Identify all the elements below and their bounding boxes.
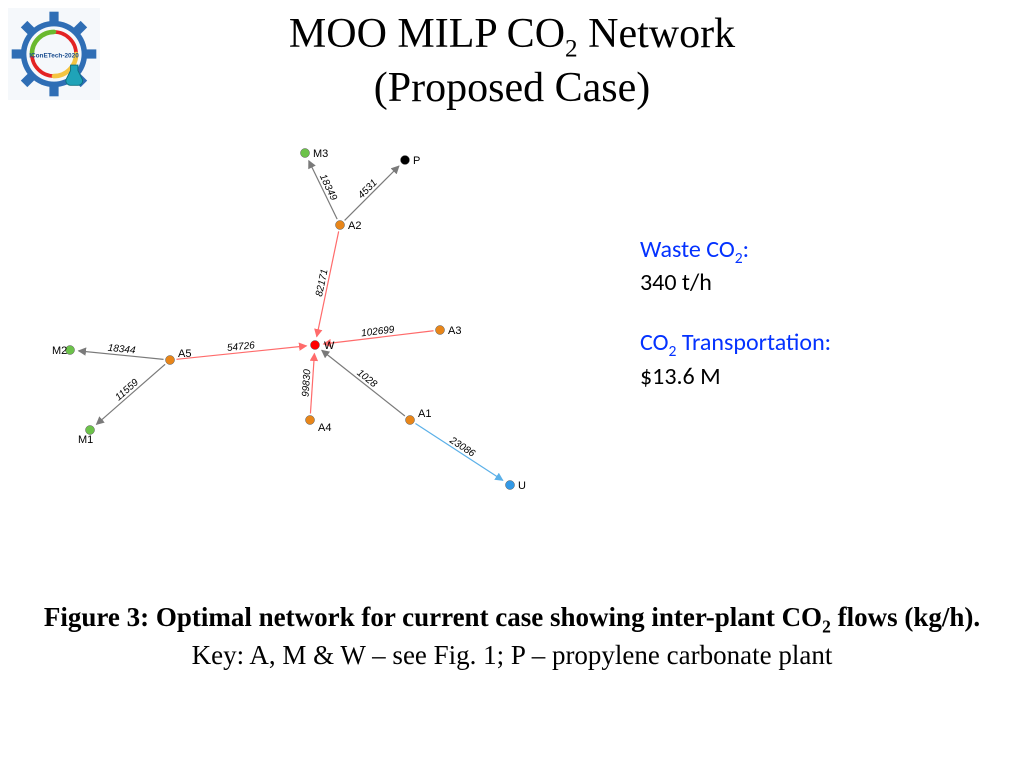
node-label-A4: A4	[318, 422, 331, 434]
title-line1-sub: 2	[565, 35, 578, 62]
transport-line: CO2 Transportation: $13.6 M	[640, 328, 990, 391]
node-label-A1: A1	[418, 408, 431, 420]
caption-bold-sub: 2	[822, 616, 831, 636]
caption-bold-post: flows (kg/h).	[831, 602, 980, 632]
node-P	[401, 156, 410, 165]
figure-caption: Figure 3: Optimal network for current ca…	[0, 600, 1024, 673]
node-A3	[436, 326, 445, 335]
node-label-W: W	[324, 340, 335, 352]
node-label-U: U	[518, 480, 526, 492]
node-label-A5: A5	[178, 348, 191, 360]
node-A4	[306, 416, 315, 425]
node-label-A2: A2	[348, 220, 361, 232]
waste-label-pre: Waste CO	[640, 235, 735, 264]
node-label-P: P	[413, 155, 420, 167]
title-line1-pre: MOO MILP CO	[289, 11, 565, 57]
slide-title: MOO MILP CO2 Network (Proposed Case)	[0, 10, 1024, 113]
node-label-M2: M2	[52, 345, 67, 357]
title-line1-post: Network	[578, 11, 735, 57]
edge-label-A1-W: 1028	[355, 368, 380, 391]
node-U	[506, 481, 515, 490]
edge-label-A3-W: 102699	[361, 324, 396, 339]
node-label-M3: M3	[313, 148, 328, 160]
caption-bold-pre: Figure 3: Optimal network for current ca…	[44, 602, 822, 632]
trans-value: $13.6 M	[640, 362, 721, 391]
network-diagram: 5472682171998301026991028115591834418349…	[30, 135, 600, 515]
title-line2: (Proposed Case)	[374, 65, 650, 111]
edge-label-A5-M1: 11559	[113, 377, 141, 403]
caption-key: Key: A, M & W – see Fig. 1; P – propylen…	[192, 640, 833, 670]
node-A2	[336, 221, 345, 230]
node-A1	[406, 416, 415, 425]
stats-block: Waste CO2: 340 t/h CO2 Transportation: $…	[640, 235, 990, 392]
waste-label-sub: 2	[735, 249, 743, 268]
edge-label-A2-M3: 18349	[317, 173, 339, 203]
node-A5	[166, 356, 175, 365]
node-label-M1: M1	[78, 434, 93, 446]
waste-co2-line: Waste CO2: 340 t/h	[640, 235, 990, 298]
waste-value: 340 t/h	[640, 268, 712, 297]
waste-label-post: :	[743, 235, 749, 264]
node-label-A3: A3	[448, 325, 461, 337]
node-M3	[301, 149, 310, 158]
trans-label-post: Transportation:	[676, 328, 831, 357]
edge-label-A4-W: 99830	[301, 368, 314, 397]
node-W	[311, 341, 320, 350]
trans-label-pre: CO	[640, 328, 668, 357]
